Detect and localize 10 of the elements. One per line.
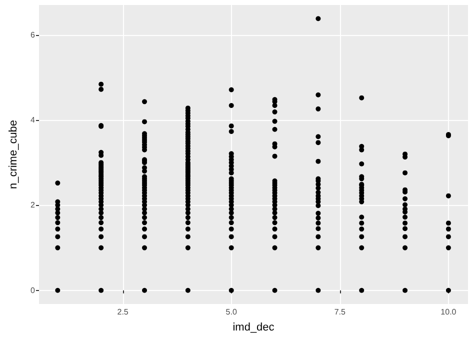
y-tick-label: 2 <box>30 200 36 210</box>
x-tick-label: 7.5 <box>334 308 346 316</box>
x-tick-label: 2.5 <box>117 308 129 316</box>
x-tick-label: 5.0 <box>226 308 238 316</box>
y-tick-label: 0 <box>30 286 36 295</box>
y-tick-label: 4 <box>30 116 36 124</box>
x-axis-title: imd_dec <box>232 322 275 334</box>
y-axis-title: n_crime_cube <box>8 120 20 190</box>
x-tick-label: 10.0 <box>440 308 457 316</box>
y-tick-label: 6 <box>30 30 36 40</box>
